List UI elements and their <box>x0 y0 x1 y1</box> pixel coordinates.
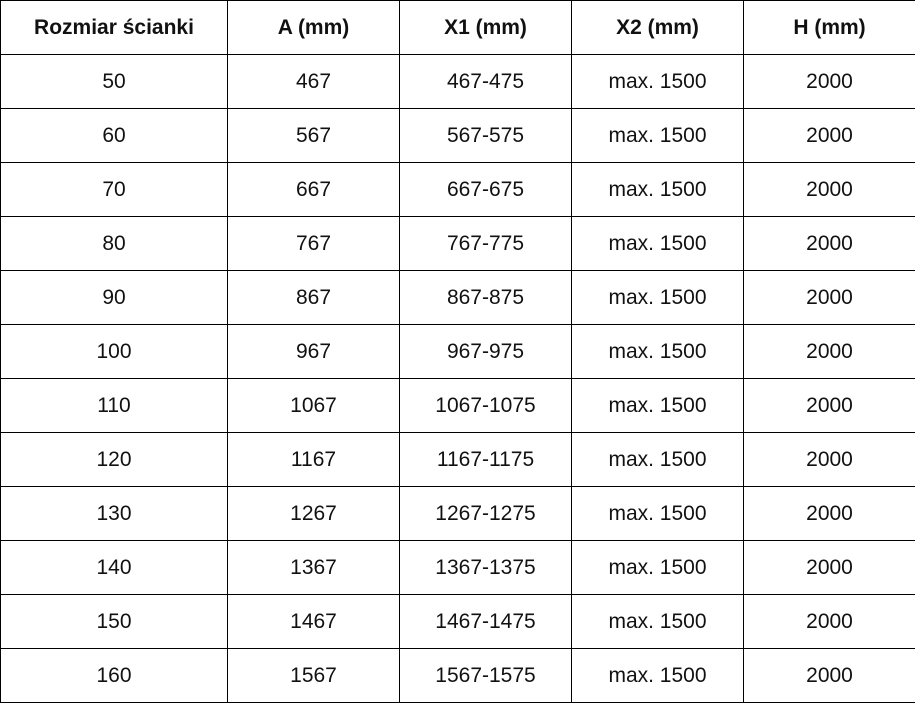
cell-x2: max. 1500 <box>571 486 744 541</box>
cell-x1: 667-675 <box>399 162 572 217</box>
cell-size: 80 <box>0 216 228 271</box>
cell-size: 120 <box>0 432 228 487</box>
cell-x2: max. 1500 <box>571 108 744 163</box>
cell-a: 567 <box>227 108 400 163</box>
cell-size: 90 <box>0 270 228 325</box>
cell-x1: 967-975 <box>399 324 572 379</box>
column-header-size: Rozmiar ścianki <box>0 0 228 55</box>
cell-size: 60 <box>0 108 228 163</box>
cell-size: 160 <box>0 648 228 703</box>
table-row: 120 1167 1167-1175 max. 1500 2000 <box>0 432 915 487</box>
cell-h: 2000 <box>743 270 915 325</box>
cell-x2: max. 1500 <box>571 378 744 433</box>
cell-h: 2000 <box>743 648 915 703</box>
column-header-x2: X2 (mm) <box>571 0 744 55</box>
cell-h: 2000 <box>743 540 915 595</box>
table-row: 70 667 667-675 max. 1500 2000 <box>0 162 915 217</box>
table-row: 90 867 867-875 max. 1500 2000 <box>0 270 915 325</box>
cell-h: 2000 <box>743 594 915 649</box>
cell-x1: 1267-1275 <box>399 486 572 541</box>
column-header-h: H (mm) <box>743 0 915 55</box>
table-row: 130 1267 1267-1275 max. 1500 2000 <box>0 486 915 541</box>
cell-x2: max. 1500 <box>571 270 744 325</box>
cell-size: 140 <box>0 540 228 595</box>
cell-x1: 1567-1575 <box>399 648 572 703</box>
cell-x2: max. 1500 <box>571 162 744 217</box>
cell-x2: max. 1500 <box>571 648 744 703</box>
cell-a: 867 <box>227 270 400 325</box>
cell-x1: 567-575 <box>399 108 572 163</box>
cell-h: 2000 <box>743 54 915 109</box>
cell-a: 667 <box>227 162 400 217</box>
cell-x1: 1467-1475 <box>399 594 572 649</box>
cell-size: 70 <box>0 162 228 217</box>
cell-x2: max. 1500 <box>571 540 744 595</box>
cell-size: 100 <box>0 324 228 379</box>
cell-h: 2000 <box>743 216 915 271</box>
cell-a: 1267 <box>227 486 400 541</box>
table-row: 140 1367 1367-1375 max. 1500 2000 <box>0 540 915 595</box>
table-row: 60 567 567-575 max. 1500 2000 <box>0 108 915 163</box>
table-row: 150 1467 1467-1475 max. 1500 2000 <box>0 594 915 649</box>
cell-x2: max. 1500 <box>571 432 744 487</box>
cell-size: 50 <box>0 54 228 109</box>
cell-x1: 767-775 <box>399 216 572 271</box>
cell-size: 110 <box>0 378 228 433</box>
cell-a: 1567 <box>227 648 400 703</box>
cell-x2: max. 1500 <box>571 54 744 109</box>
table-row: 80 767 767-775 max. 1500 2000 <box>0 216 915 271</box>
cell-size: 130 <box>0 486 228 541</box>
table-row: 50 467 467-475 max. 1500 2000 <box>0 54 915 109</box>
cell-x1: 1367-1375 <box>399 540 572 595</box>
cell-h: 2000 <box>743 378 915 433</box>
cell-x2: max. 1500 <box>571 216 744 271</box>
cell-h: 2000 <box>743 324 915 379</box>
cell-x1: 867-875 <box>399 270 572 325</box>
cell-a: 967 <box>227 324 400 379</box>
cell-size: 150 <box>0 594 228 649</box>
column-header-x1: X1 (mm) <box>399 0 572 55</box>
cell-h: 2000 <box>743 108 915 163</box>
cell-x1: 467-475 <box>399 54 572 109</box>
cell-x1: 1167-1175 <box>399 432 572 487</box>
cell-a: 1067 <box>227 378 400 433</box>
cell-a: 1167 <box>227 432 400 487</box>
cell-a: 467 <box>227 54 400 109</box>
cell-h: 2000 <box>743 432 915 487</box>
cell-x2: max. 1500 <box>571 594 744 649</box>
table-row: 160 1567 1567-1575 max. 1500 2000 <box>0 648 915 703</box>
column-header-a: A (mm) <box>227 0 400 55</box>
cell-h: 2000 <box>743 486 915 541</box>
cell-a: 1367 <box>227 540 400 595</box>
table-row: 110 1067 1067-1075 max. 1500 2000 <box>0 378 915 433</box>
cell-h: 2000 <box>743 162 915 217</box>
cell-x2: max. 1500 <box>571 324 744 379</box>
cell-x1: 1067-1075 <box>399 378 572 433</box>
cell-a: 767 <box>227 216 400 271</box>
table-row: 100 967 967-975 max. 1500 2000 <box>0 324 915 379</box>
cell-a: 1467 <box>227 594 400 649</box>
header-row: Rozmiar ścianki A (mm) X1 (mm) X2 (mm) H (mm… <box>0 0 915 55</box>
